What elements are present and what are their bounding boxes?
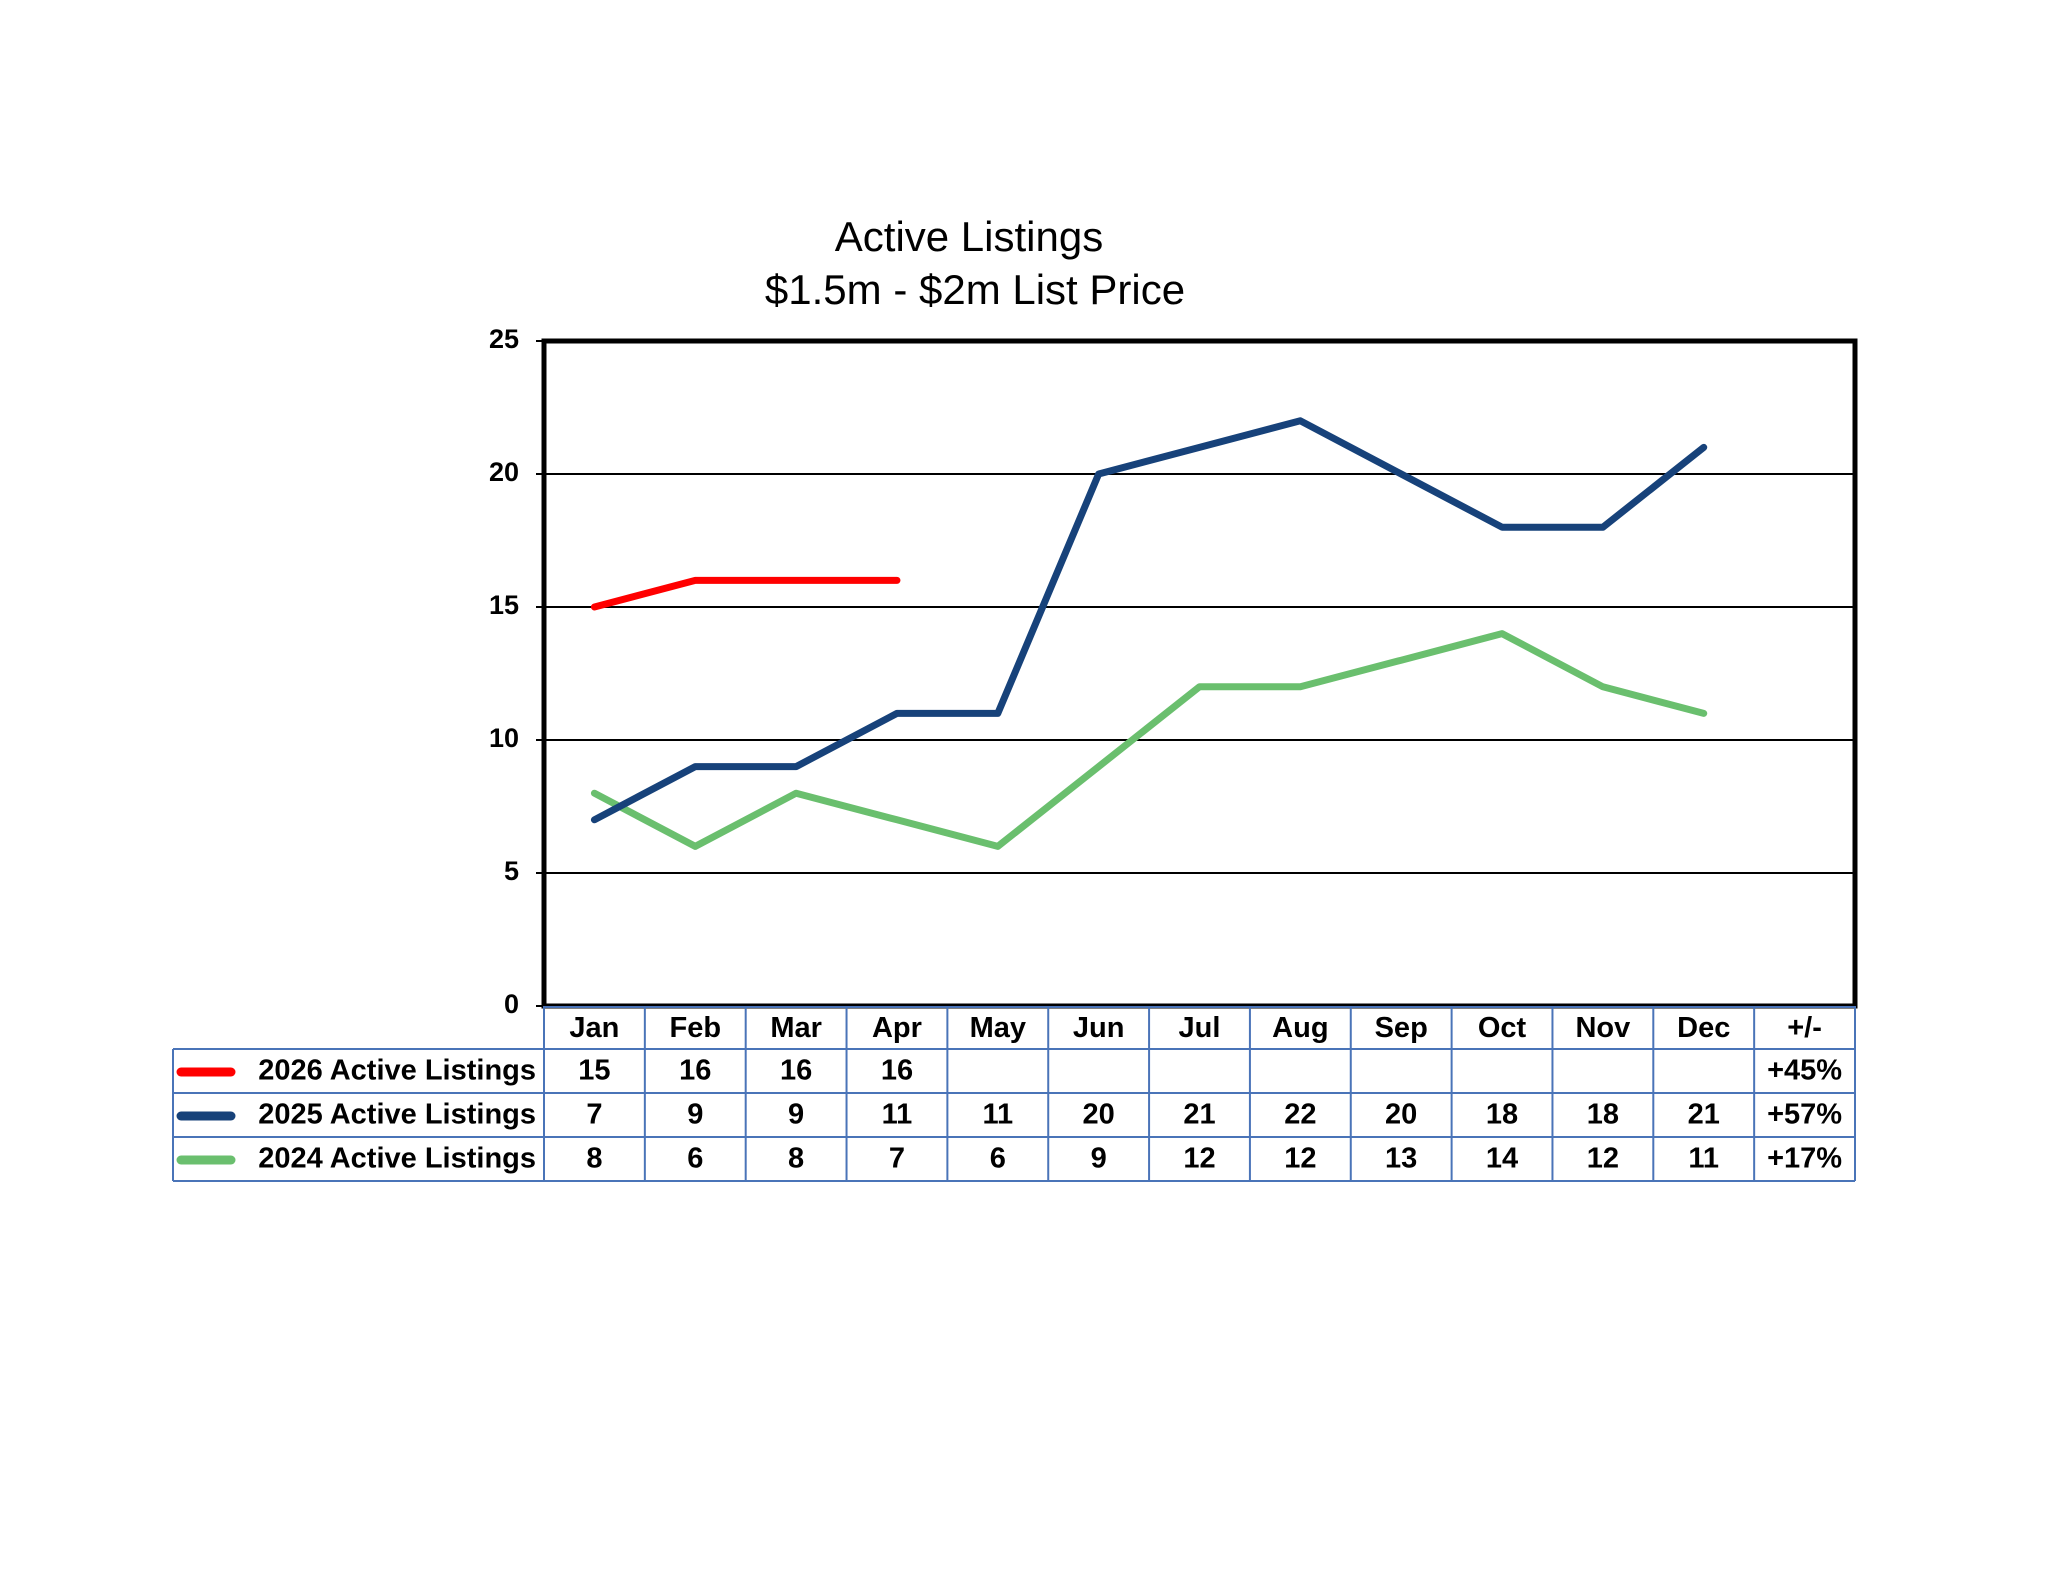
table-value: 6 — [990, 1143, 1006, 1175]
x-tick-label: Oct — [1478, 1012, 1527, 1044]
series-line — [590, 576, 901, 611]
y-tick-label: 25 — [489, 324, 519, 354]
table-value: 6 — [687, 1143, 703, 1175]
table-value: 12 — [1587, 1143, 1619, 1175]
table-value: 11 — [1688, 1143, 1719, 1175]
table-value: 12 — [1284, 1143, 1316, 1175]
table-value: 12 — [1183, 1143, 1215, 1175]
y-tick-label: 20 — [489, 457, 519, 487]
y-tick-label: 10 — [489, 723, 519, 753]
table-value: 22 — [1284, 1099, 1316, 1131]
x-tick-label: Nov — [1575, 1012, 1630, 1044]
x-tick-label: Sep — [1375, 1012, 1428, 1044]
table-value: 9 — [1091, 1143, 1107, 1175]
x-tick-label: Jun — [1073, 1012, 1125, 1044]
table-value: 21 — [1183, 1099, 1215, 1131]
chart-subtitle: $1.5m - $2m List Price — [765, 266, 1185, 313]
x-tick-label: Dec — [1677, 1012, 1730, 1044]
x-tick-label: May — [970, 1012, 1026, 1044]
table-value: 11 — [982, 1099, 1013, 1131]
table-value: 7 — [586, 1099, 602, 1131]
series-line — [590, 630, 1708, 850]
table-header: +/- — [1787, 1012, 1822, 1044]
table-value: 11 — [882, 1099, 913, 1131]
y-tick-label: 0 — [504, 989, 519, 1019]
x-tick-label: Jul — [1179, 1012, 1221, 1044]
table-change: +57% — [1767, 1099, 1842, 1131]
table-value: 21 — [1688, 1099, 1720, 1131]
table-value: 13 — [1385, 1143, 1417, 1175]
table-value: 18 — [1587, 1099, 1619, 1131]
legend-label: 2026 Active Listings — [258, 1055, 536, 1087]
table-value: 14 — [1486, 1143, 1518, 1175]
table-change: +17% — [1767, 1143, 1842, 1175]
legend-label: 2025 Active Listings — [258, 1099, 536, 1131]
table-value: 8 — [586, 1143, 602, 1175]
table-value: 18 — [1486, 1099, 1518, 1131]
y-tick-label: 15 — [489, 590, 519, 620]
legend-label: 2024 Active Listings — [258, 1143, 536, 1175]
table-value: 20 — [1083, 1099, 1115, 1131]
table-value: 9 — [687, 1099, 703, 1131]
x-tick-label: Aug — [1272, 1012, 1328, 1044]
table-value: 7 — [889, 1143, 905, 1175]
table-change: +45% — [1767, 1055, 1842, 1087]
chart-title: Active Listings — [835, 213, 1103, 260]
table-value: 8 — [788, 1143, 804, 1175]
table-value: 9 — [788, 1099, 804, 1131]
x-tick-label: Feb — [669, 1012, 721, 1044]
table-value: 16 — [881, 1055, 913, 1087]
table-value: 16 — [780, 1055, 812, 1087]
series-line — [590, 417, 1708, 824]
x-tick-label: Mar — [770, 1012, 822, 1044]
x-tick-label: Apr — [872, 1012, 922, 1044]
table-value: 15 — [578, 1055, 610, 1087]
y-tick-label: 5 — [504, 856, 519, 886]
table-value: 20 — [1385, 1099, 1417, 1131]
table-value: 16 — [679, 1055, 711, 1087]
x-tick-label: Jan — [569, 1012, 619, 1044]
